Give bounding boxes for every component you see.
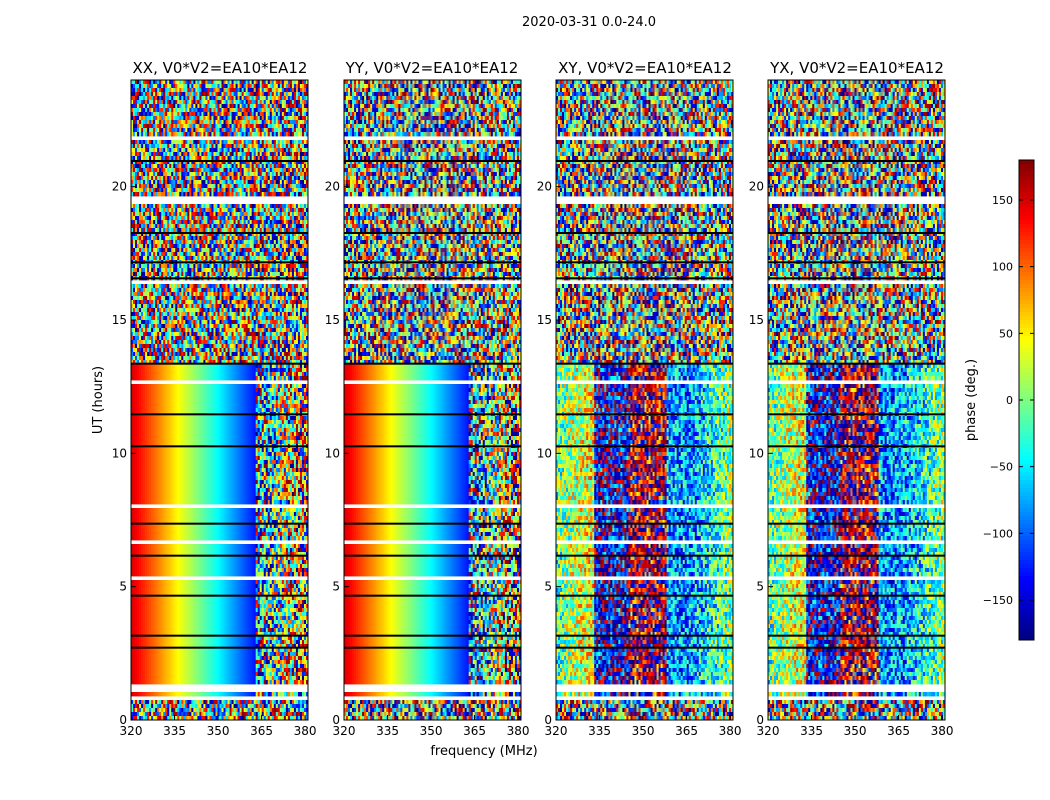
figure-title: 2020-03-31 0.0-24.0 xyxy=(522,15,656,30)
panel-1-title: XX, V0*V2=EA10*EA12 xyxy=(133,59,308,77)
panel-3-title: XY, V0*V2=EA10*EA12 xyxy=(558,59,732,77)
figure: 2020-03-31 0.0-24.0 XX, V0*V2=EA10*EA12 … xyxy=(0,0,1050,800)
colorbar-label: phase (deg.) xyxy=(964,359,979,441)
panel-2-title: YY, V0*V2=EA10*EA12 xyxy=(345,59,519,77)
x-axis-label: frequency (MHz) xyxy=(430,744,537,759)
panel-4-title: YX, V0*V2=EA10*EA12 xyxy=(769,59,944,77)
y-axis-label: UT (hours) xyxy=(91,366,106,434)
heatmap-panel-1 xyxy=(131,80,308,720)
